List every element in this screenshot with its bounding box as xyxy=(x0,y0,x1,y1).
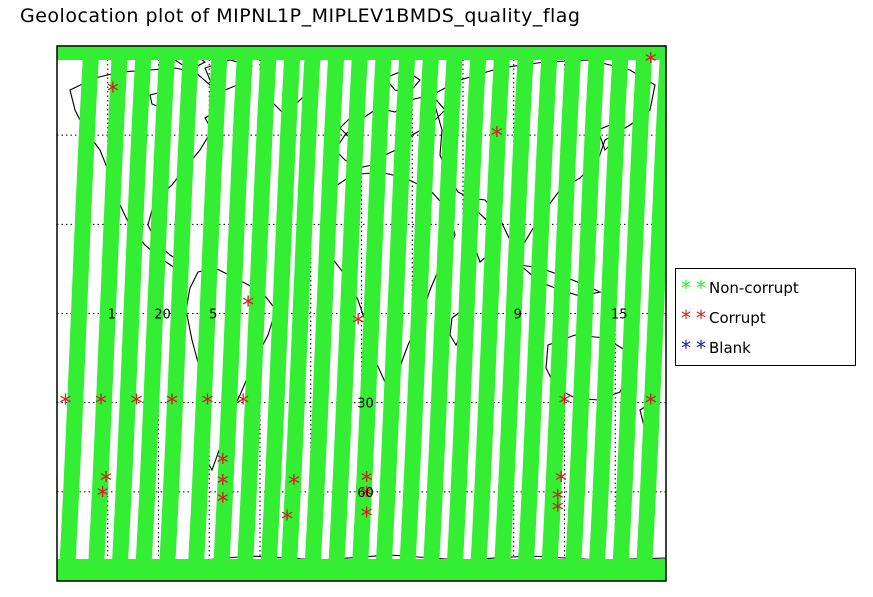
orbit-track xyxy=(588,49,629,578)
axis-tick-label: 30 xyxy=(357,397,374,412)
corrupt-marker: * xyxy=(100,467,112,495)
orbit-track xyxy=(636,50,666,578)
corrupt-marker: * xyxy=(491,122,503,150)
legend-item-non-corrupt: * * Non-corrupt xyxy=(678,273,855,303)
orbit-track xyxy=(280,49,321,578)
orbit-track xyxy=(213,49,253,578)
blank-marker-icon: * xyxy=(696,336,706,360)
axis-tick-label: 15 xyxy=(611,308,628,323)
non-corrupt-marker-icon: * xyxy=(681,276,691,300)
legend-item-corrupt: * * Corrupt xyxy=(678,303,855,333)
corrupt-marker: * xyxy=(166,390,178,418)
non-corrupt-marker-icon: * xyxy=(696,276,706,300)
legend-item-blank: * * Blank xyxy=(678,333,855,363)
orbit-track xyxy=(612,49,653,578)
orbit-track xyxy=(59,49,99,578)
blank-marker-icon: * xyxy=(681,336,691,360)
axis-tick-label: 1 xyxy=(108,308,116,323)
corrupt-marker: * xyxy=(97,482,109,510)
south-polar-band xyxy=(57,559,666,581)
orbit-track xyxy=(158,49,199,578)
legend-label: Corrupt xyxy=(709,309,766,327)
corrupt-marker: * xyxy=(361,467,373,495)
corrupt-marker: * xyxy=(281,506,293,534)
corrupt-marker: * xyxy=(288,470,300,498)
axis-tick-label: 5 xyxy=(209,308,217,323)
orbit-track xyxy=(111,49,152,578)
corrupt-marker: * xyxy=(95,390,107,418)
orbit-track xyxy=(399,49,439,578)
north-polar-band xyxy=(57,46,666,60)
corrupt-marker: * xyxy=(217,470,229,498)
corrupt-marker: * xyxy=(237,390,249,418)
chart-title: Geolocation plot of MIPNL1P_MIPLEV1BMDS_… xyxy=(20,5,581,27)
corrupt-marker: * xyxy=(645,48,657,76)
orbit-track xyxy=(541,49,581,578)
orbit-track xyxy=(446,49,487,578)
orbit-track xyxy=(328,49,368,578)
corrupt-marker-icon: * xyxy=(696,306,706,330)
non-corrupt-tracks xyxy=(57,46,666,581)
orbit-track xyxy=(422,49,463,578)
corrupt-marker-icon: * xyxy=(681,306,691,330)
corrupt-marker: * xyxy=(202,390,214,418)
corrupt-points: ****** * * * * * * ************** xyxy=(59,48,656,534)
corrupt-marker: * xyxy=(555,467,567,495)
axis-tick-label: 9 xyxy=(514,308,522,323)
orbit-track xyxy=(304,49,345,578)
legend-label: Non-corrupt xyxy=(709,279,799,297)
orbit-track xyxy=(517,49,558,578)
orbit-track xyxy=(236,49,277,578)
axis-labels: 1 20 5 9 15 30 60 xyxy=(108,308,628,501)
plot-frame xyxy=(56,45,667,582)
corrupt-marker: * xyxy=(552,497,564,525)
orbit-track xyxy=(260,49,301,578)
legend: * * Non-corrupt * * Corrupt * * Blank xyxy=(675,268,856,366)
orbit-track xyxy=(375,49,416,578)
orbit-track xyxy=(187,49,228,578)
orbit-track xyxy=(470,49,510,578)
axis-tick-label: 20 xyxy=(154,308,171,323)
corrupt-marker: * xyxy=(242,292,254,320)
corrupt-marker: * xyxy=(645,390,657,418)
corrupt-marker: * xyxy=(559,390,571,418)
corrupt-marker: * xyxy=(131,390,143,418)
legend-label: Blank xyxy=(709,339,751,357)
corrupt-marker: * xyxy=(552,485,564,513)
corrupt-marker: * xyxy=(107,78,119,106)
corrupt-marker: * xyxy=(217,488,229,516)
orbit-track xyxy=(564,49,605,578)
corrupt-marker: * xyxy=(361,482,373,510)
orbit-track xyxy=(493,49,534,578)
orbit-track xyxy=(135,49,175,578)
corrupt-marker: * xyxy=(217,449,229,477)
orbit-track xyxy=(351,49,392,578)
corrupt-marker: * xyxy=(361,503,373,531)
corrupt-marker: * xyxy=(59,390,71,418)
orbit-track xyxy=(87,49,128,578)
axis-tick-label: 60 xyxy=(357,486,374,501)
corrupt-marker: * xyxy=(352,309,364,337)
